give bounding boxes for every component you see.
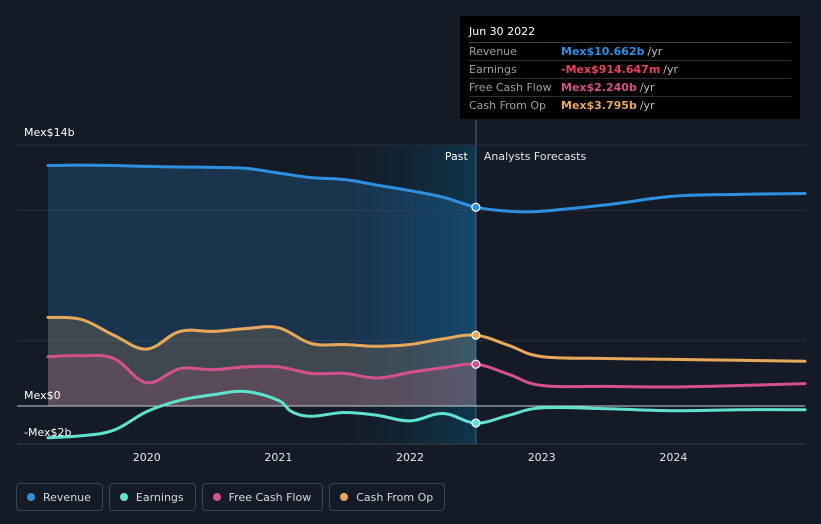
- tooltip-value: -Mex$914.647m: [561, 63, 661, 76]
- x-tick-label: 2024: [659, 451, 687, 464]
- series-fill-free-cash-flow: [48, 355, 476, 406]
- tooltip-row-cash-from-op: Cash From Op Mex$3.795b /yr: [469, 97, 791, 114]
- legend-label: Revenue: [43, 490, 91, 504]
- tooltip-label: Cash From Op: [469, 99, 547, 112]
- tooltip-unit: /yr: [647, 45, 663, 58]
- legend-dot-icon: [27, 493, 35, 501]
- legend-label: Free Cash Flow: [228, 490, 312, 504]
- tooltip-unit: /yr: [639, 99, 655, 112]
- past-label: Past: [445, 150, 469, 163]
- y-tick-label: -Mex$2b: [24, 426, 72, 439]
- highlight-point-earnings: [471, 418, 481, 428]
- series-line-cash-from-op: [46, 315, 807, 363]
- series-line-earnings: [46, 389, 807, 440]
- series-fill-cash-from-op: [48, 317, 476, 406]
- x-axis-labels: 2020 2021 2022 2023 2024: [133, 451, 688, 464]
- tooltip-row-revenue: Revenue Mex$10.662b /yr: [469, 43, 791, 61]
- legend-item-free-cash-flow[interactable]: Free Cash Flow: [201, 483, 324, 511]
- y-tick-label: Mex$0: [24, 389, 61, 402]
- tooltip-value: Mex$3.795b: [561, 99, 637, 112]
- y-tick-label: Mex$14b: [24, 126, 75, 139]
- past-highlight-region: [344, 145, 476, 444]
- legend-item-cash-from-op[interactable]: Cash From Op: [329, 483, 446, 511]
- tooltip-row-free-cash-flow: Free Cash Flow Mex$2.240b /yr: [469, 79, 791, 97]
- legend: Revenue Earnings Free Cash Flow Cash Fro…: [16, 483, 446, 511]
- tooltip-unit: /yr: [639, 81, 655, 94]
- x-tick-label: 2022: [396, 451, 424, 464]
- highlight-point-free-cash-flow: [471, 359, 481, 369]
- highlight-point-revenue: [471, 202, 481, 212]
- tooltip-date: Jun 30 2022: [469, 25, 791, 43]
- x-tick-label: 2020: [133, 451, 161, 464]
- tooltip-row-earnings: Earnings -Mex$914.647m /yr: [469, 61, 791, 79]
- legend-dot-icon: [212, 493, 221, 501]
- y-axis-labels: Mex$14b Mex$0 -Mex$2b: [24, 126, 75, 439]
- forecast-label: Analysts Forecasts: [484, 150, 587, 163]
- tooltip-value: Mex$2.240b: [561, 81, 637, 94]
- tooltip: Jun 30 2022 Revenue Mex$10.662b /yr Earn…: [460, 16, 800, 119]
- x-tick-label: 2023: [528, 451, 556, 464]
- series-lines: [46, 163, 807, 440]
- gridlines: [17, 144, 805, 445]
- series-line-revenue: [46, 163, 807, 214]
- tooltip-label: Free Cash Flow: [469, 81, 552, 94]
- tooltip-value: Mex$10.662b: [561, 45, 645, 58]
- legend-label: Earnings: [135, 490, 184, 504]
- x-tick-label: 2021: [264, 451, 292, 464]
- legend-dot-icon: [340, 493, 349, 501]
- tooltip-label: Revenue: [469, 45, 517, 58]
- legend-dot-icon: [119, 493, 128, 501]
- highlight-point-cash-from-op: [471, 330, 481, 340]
- highlight-markers: [471, 202, 481, 428]
- legend-item-earnings[interactable]: Earnings: [108, 483, 196, 511]
- tooltip-unit: /yr: [663, 63, 679, 76]
- legend-item-revenue[interactable]: Revenue: [16, 483, 103, 511]
- tooltip-label: Earnings: [469, 63, 517, 76]
- legend-label: Cash From Op: [356, 490, 434, 504]
- series-line-free-cash-flow: [46, 353, 807, 389]
